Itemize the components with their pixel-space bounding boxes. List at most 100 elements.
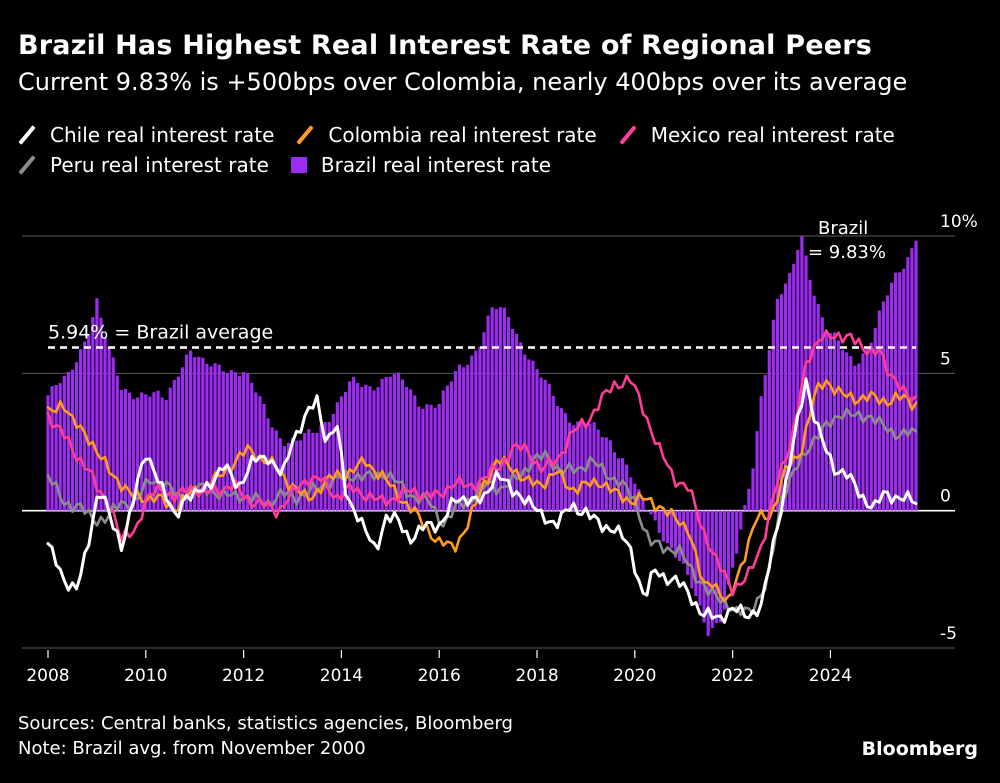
brazil-bar xyxy=(79,349,83,511)
brazil-bar xyxy=(572,425,576,511)
brazil-bar xyxy=(160,397,164,511)
brazil-bar xyxy=(290,437,295,511)
brazil-bar xyxy=(767,350,771,511)
brazil-bar xyxy=(413,395,417,511)
brazil-bar xyxy=(168,387,172,511)
mexico-line xyxy=(46,329,918,597)
brazil-bar xyxy=(294,440,299,511)
chile-line-swatch-icon xyxy=(18,126,36,144)
brazil-bar xyxy=(690,510,694,589)
legend-item-peru: Peru real interest rate xyxy=(18,153,269,177)
brazil-bar xyxy=(364,384,368,511)
x-axis-tick-labels: 2008 2010 2012 2014 2016 2018 2020 2022 2024 xyxy=(26,650,852,686)
brazil-bar xyxy=(812,295,816,511)
brazil-bar xyxy=(343,392,348,511)
brazil-bar xyxy=(87,334,91,511)
brazil-bar xyxy=(184,354,189,511)
brazil-bar xyxy=(66,371,70,511)
brazil-bar xyxy=(323,422,327,511)
brazil-bar xyxy=(250,382,254,511)
brazil-bar xyxy=(197,356,201,511)
brazil-bar xyxy=(637,489,641,511)
brazil-bar xyxy=(360,387,364,511)
brazil-bar xyxy=(576,421,580,511)
brazil-bar xyxy=(849,355,853,511)
y-tick-label: 10% xyxy=(940,212,978,232)
brazil-bar xyxy=(319,425,323,511)
brazil-bar xyxy=(743,505,747,511)
brazil-bar xyxy=(368,386,372,511)
brazil-bar xyxy=(246,373,250,511)
brazil-bar xyxy=(869,342,873,511)
legend-label-colombia: Colombia real interest rate xyxy=(328,123,597,147)
x-tick-label: 2022 xyxy=(711,666,754,686)
country-lines xyxy=(46,329,918,624)
brazil-bar xyxy=(726,510,731,585)
x-tick-label: 2014 xyxy=(320,666,363,686)
legend-label-brazil: Brazil real interest rate xyxy=(320,153,552,177)
brazil-bar xyxy=(70,369,75,511)
brazil-bar xyxy=(213,363,217,511)
brazil-bar xyxy=(347,381,352,511)
brazil-bar xyxy=(649,510,653,515)
brazil-bar xyxy=(209,366,213,511)
brazil-bar xyxy=(462,367,466,511)
brazil-bar xyxy=(327,421,331,511)
brazil-bar xyxy=(747,488,751,511)
brazil-bar xyxy=(148,396,152,511)
brazil-bar xyxy=(482,332,486,511)
brazil-bar xyxy=(189,350,193,511)
brazil-bar xyxy=(311,432,315,511)
y-tick-label: -5 xyxy=(940,624,957,644)
brazil-bar xyxy=(140,392,144,511)
brazil-bar xyxy=(286,442,291,511)
brazil-bar xyxy=(828,333,833,511)
brazil-bar xyxy=(335,402,339,511)
brazil-bar xyxy=(621,457,625,511)
brazil-bar xyxy=(739,510,743,530)
brazil-bar xyxy=(669,510,674,549)
brazil-bar xyxy=(645,510,649,511)
brazil-bar xyxy=(698,510,702,606)
brazil-bar xyxy=(502,307,507,511)
brazil-current-label-line2: = 9.83% xyxy=(808,242,886,263)
brazil-bar xyxy=(506,317,511,511)
x-tick-label: 2018 xyxy=(515,666,558,686)
brazil-bar xyxy=(95,298,99,511)
brazil-bar xyxy=(906,257,910,511)
brazil-bar xyxy=(706,510,710,636)
brazil-current-label-line1: Brazil xyxy=(818,218,868,239)
brazil-bar xyxy=(763,375,767,511)
brazil-bar xyxy=(217,364,221,511)
brazil-bar xyxy=(832,332,837,511)
brazil-bar xyxy=(710,510,714,628)
brazil-bar xyxy=(331,413,335,511)
brazil-bar xyxy=(559,408,564,511)
x-tick-label: 2012 xyxy=(222,666,265,686)
brazil-bar xyxy=(914,240,918,511)
brazil-bar xyxy=(641,499,645,511)
brazil-bar xyxy=(527,359,531,511)
brazil-bar xyxy=(237,375,242,511)
brazil-bar xyxy=(441,390,445,511)
brazil-bar xyxy=(678,510,682,561)
brazil-bar xyxy=(50,386,54,511)
brazil-bar xyxy=(775,298,780,511)
brazil-bar xyxy=(792,263,796,511)
brazil-bar xyxy=(543,379,547,511)
brazil-bar xyxy=(515,333,519,511)
brazil-bar xyxy=(820,317,824,511)
x-tick-label: 2016 xyxy=(418,666,461,686)
brazil-bar xyxy=(841,349,845,511)
x-tick-label: 2010 xyxy=(124,666,167,686)
brazil-bar xyxy=(466,364,470,511)
brazil-bar xyxy=(400,379,405,511)
brazil-bar xyxy=(588,423,592,511)
brazil-bar xyxy=(474,350,478,511)
legend-label-peru: Peru real interest rate xyxy=(50,153,269,177)
brazil-bar xyxy=(107,346,111,511)
brazil-bar xyxy=(510,329,515,511)
brazil-bar xyxy=(910,248,914,511)
brazil-bar xyxy=(99,317,103,511)
brazil-bar xyxy=(531,360,535,511)
